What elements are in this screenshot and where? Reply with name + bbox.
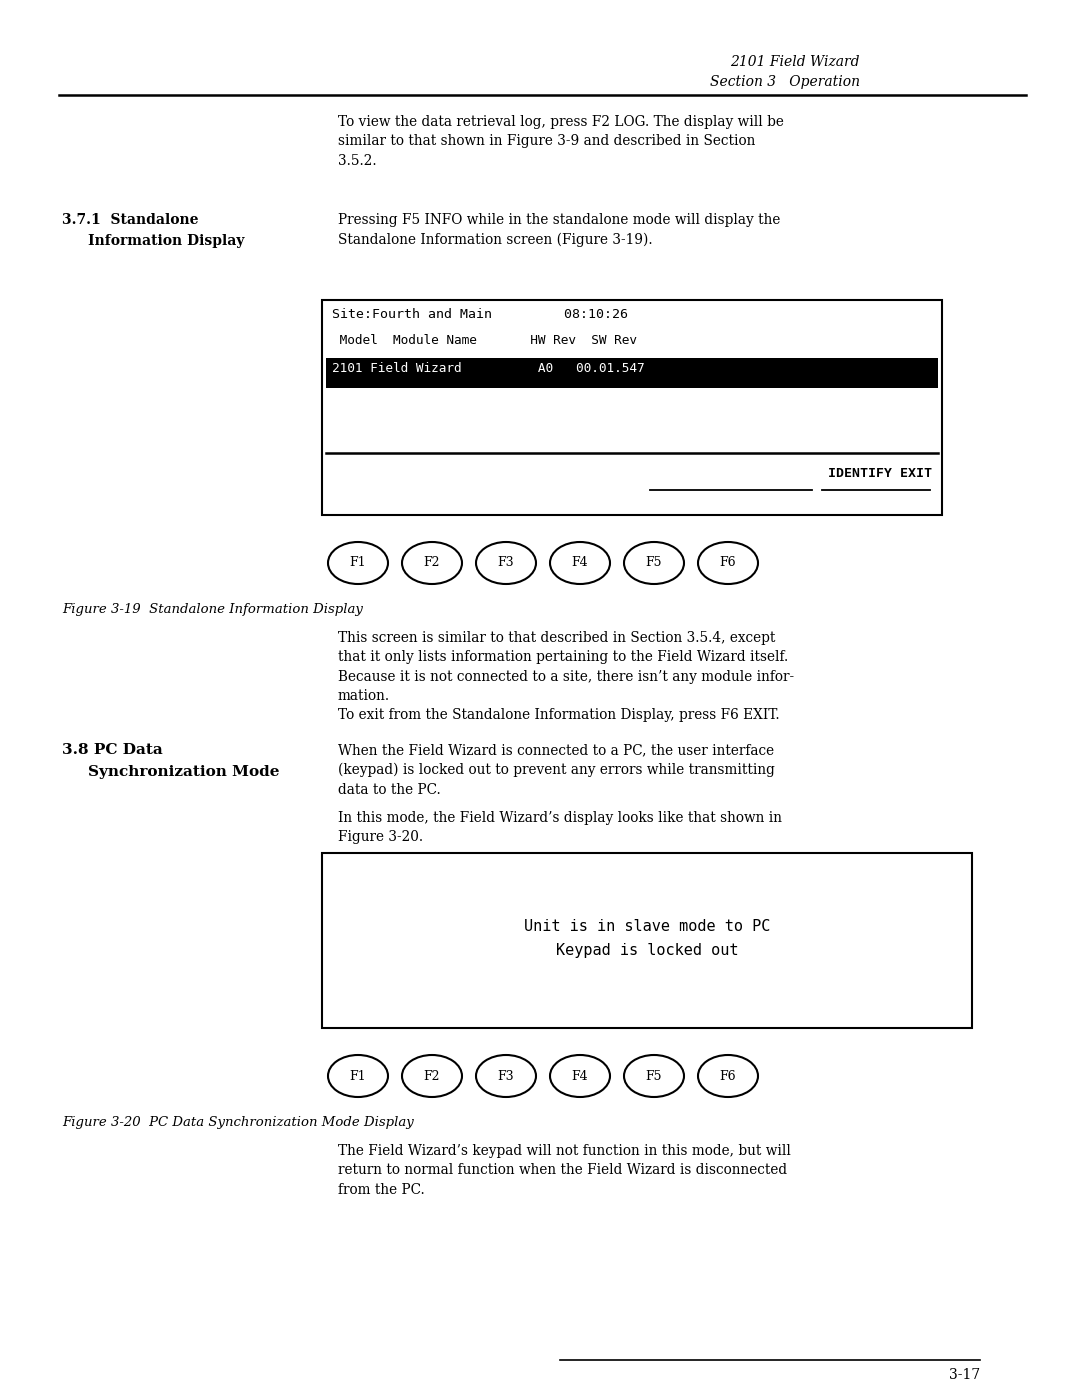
Text: F4: F4: [571, 1070, 589, 1083]
Text: Figure 3-19  Standalone Information Display: Figure 3-19 Standalone Information Displ…: [62, 604, 363, 616]
Text: Model  Module Name       HW Rev  SW Rev: Model Module Name HW Rev SW Rev: [332, 334, 637, 346]
Ellipse shape: [328, 1055, 388, 1097]
Text: F5: F5: [646, 1070, 662, 1083]
Bar: [322, 300, 942, 515]
Ellipse shape: [402, 542, 462, 584]
Text: Pressing F5 INFO while in the standalone mode will display the: Pressing F5 INFO while in the standalone…: [338, 212, 781, 226]
Text: Site:Fourth and Main         08:10:26: Site:Fourth and Main 08:10:26: [332, 307, 627, 321]
Ellipse shape: [476, 542, 536, 584]
Ellipse shape: [624, 1055, 684, 1097]
Text: To view the data retrieval log, press F2 LOG. The display will be
similar to tha: To view the data retrieval log, press F2…: [338, 115, 784, 168]
Text: The Field Wizard’s keypad will not function in this mode, but will
return to nor: The Field Wizard’s keypad will not funct…: [338, 1144, 791, 1197]
Ellipse shape: [402, 1055, 462, 1097]
Text: Section 3   Operation: Section 3 Operation: [710, 75, 860, 89]
Text: Figure 3-20  PC Data Synchronization Mode Display: Figure 3-20 PC Data Synchronization Mode…: [62, 1116, 414, 1129]
Ellipse shape: [624, 542, 684, 584]
Text: Standalone Information screen (Figure 3-19).: Standalone Information screen (Figure 3-…: [338, 233, 652, 247]
Text: 3.8 PC Data: 3.8 PC Data: [62, 743, 163, 757]
Text: When the Field Wizard is connected to a PC, the user interface
(keypad) is locke: When the Field Wizard is connected to a …: [338, 743, 774, 796]
Ellipse shape: [476, 1055, 536, 1097]
Bar: [326, 358, 939, 388]
Text: 2101 Field Wizard          A0   00.01.547: 2101 Field Wizard A0 00.01.547: [332, 362, 645, 374]
Text: Keypad is locked out: Keypad is locked out: [556, 943, 739, 958]
Text: 3-17: 3-17: [948, 1368, 980, 1382]
Text: F5: F5: [646, 556, 662, 570]
Text: F3: F3: [498, 1070, 514, 1083]
Text: F2: F2: [423, 556, 441, 570]
Text: In this mode, the Field Wizard’s display looks like that shown in
Figure 3-20.: In this mode, the Field Wizard’s display…: [338, 812, 782, 845]
Text: This screen is similar to that described in Section 3.5.4, except
that it only l: This screen is similar to that described…: [338, 631, 794, 704]
Text: F4: F4: [571, 556, 589, 570]
Text: F1: F1: [350, 1070, 366, 1083]
Ellipse shape: [328, 542, 388, 584]
Text: Information Display: Information Display: [87, 235, 244, 249]
Ellipse shape: [550, 542, 610, 584]
Text: F6: F6: [719, 556, 737, 570]
Text: F6: F6: [719, 1070, 737, 1083]
Text: F3: F3: [498, 556, 514, 570]
Ellipse shape: [550, 1055, 610, 1097]
Bar: [322, 854, 972, 1028]
Text: IDENTIFY EXIT: IDENTIFY EXIT: [828, 467, 932, 481]
Text: F1: F1: [350, 556, 366, 570]
Text: Unit is in slave mode to PC: Unit is in slave mode to PC: [524, 919, 770, 935]
Text: F2: F2: [423, 1070, 441, 1083]
Text: 2101 Field Wizard: 2101 Field Wizard: [730, 54, 860, 68]
Text: 3.7.1  Standalone: 3.7.1 Standalone: [62, 212, 199, 226]
Ellipse shape: [698, 1055, 758, 1097]
Text: Synchronization Mode: Synchronization Mode: [87, 766, 280, 780]
Ellipse shape: [698, 542, 758, 584]
Text: To exit from the Standalone Information Display, press F6 EXIT.: To exit from the Standalone Information …: [338, 708, 780, 722]
